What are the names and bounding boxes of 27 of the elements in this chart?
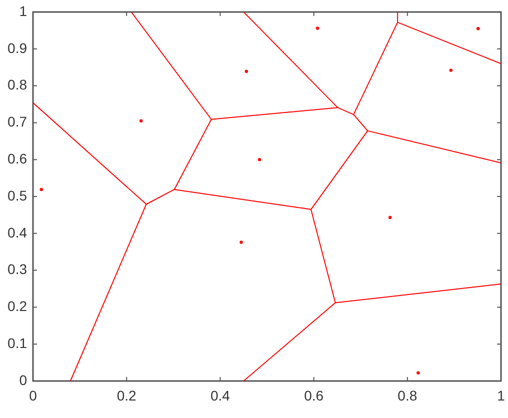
y-tick-label: 1: [19, 2, 28, 19]
y-tick-label: 0.3: [8, 261, 28, 278]
point: [449, 68, 453, 72]
point: [240, 240, 243, 244]
point: [476, 27, 480, 30]
y-tick-label: 0.6: [8, 150, 28, 166]
point: [416, 371, 420, 374]
point: [388, 216, 392, 220]
point: [40, 188, 44, 192]
y-tick-label: 0.9: [8, 40, 28, 56]
point: [316, 26, 320, 30]
y-tick-label: 0.1: [8, 334, 28, 351]
x-tick-label: 0: [29, 387, 38, 404]
y-tick-label: 0: [19, 372, 28, 388]
y-tick-label: 0.7: [8, 114, 28, 130]
x-tick-label: 1: [497, 387, 506, 404]
y-tick-label: 0.5: [8, 187, 28, 204]
x-tick-label: 0.6: [304, 387, 324, 404]
point: [244, 70, 248, 74]
x-tick-label: 0.8: [398, 387, 418, 404]
y-tick-label: 0.4: [8, 224, 28, 240]
y-tick-label: 0.2: [8, 298, 28, 314]
point: [258, 158, 262, 162]
point: [140, 119, 143, 122]
x-tick-label: 0.2: [116, 387, 137, 404]
x-tick-label: 0.4: [210, 387, 230, 404]
y-tick-label: 0.8: [8, 76, 28, 93]
